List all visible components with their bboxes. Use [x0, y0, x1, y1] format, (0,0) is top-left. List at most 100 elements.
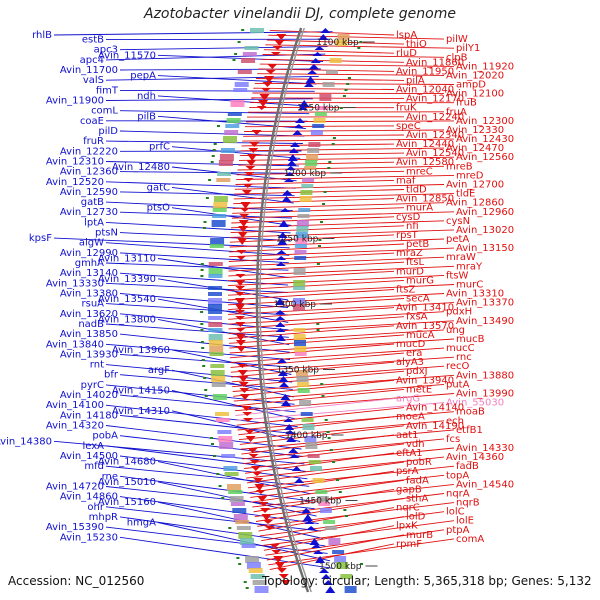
reverse-strand-feature	[308, 64, 319, 69]
category-block	[312, 124, 325, 128]
backbone-line	[259, 27, 312, 593]
track-dot	[211, 443, 214, 445]
connector-line	[239, 425, 405, 445]
connector-line	[246, 461, 405, 484]
category-block	[300, 190, 313, 195]
gene-label: argG	[396, 394, 420, 405]
connector-line	[229, 234, 395, 243]
scale-label: 1100 kbp	[316, 38, 359, 48]
connector-line	[105, 486, 315, 510]
track-dot	[336, 479, 339, 481]
reverse-strand-feature	[323, 580, 334, 585]
gene-label: eftA1	[396, 448, 423, 459]
connector-line	[229, 247, 455, 258]
category-block	[248, 568, 263, 573]
forward-strand-feature	[255, 490, 266, 494]
forward-strand-feature	[251, 130, 262, 135]
track-dot	[245, 587, 249, 589]
forward-strand-feature	[235, 334, 246, 341]
connector-line	[230, 229, 455, 238]
gene-label: Avin_14330	[456, 443, 514, 454]
category-block	[344, 586, 357, 593]
reverse-strand-feature	[294, 478, 305, 483]
reverse-strand-feature	[275, 298, 285, 305]
category-block	[250, 574, 265, 579]
forward-strand-feature	[260, 508, 270, 513]
connector-line	[231, 365, 445, 383]
category-block	[304, 166, 317, 170]
category-block	[209, 346, 224, 352]
gene-label: Avin_14360	[446, 452, 504, 463]
gene-label: mraY	[456, 261, 483, 272]
reverse-strand-feature	[277, 370, 288, 376]
reverse-strand-feature	[295, 118, 305, 123]
reverse-strand-feature	[310, 58, 321, 63]
category-block	[208, 328, 223, 332]
forward-strand-feature	[246, 160, 257, 166]
category-block	[209, 352, 224, 356]
connector-line	[240, 429, 455, 450]
connector-line	[238, 156, 455, 161]
forward-strand-feature	[252, 472, 262, 476]
reverse-strand-feature	[311, 544, 322, 548]
gene-label: ung	[446, 325, 465, 336]
connector-line	[232, 207, 405, 214]
connector-line	[228, 311, 445, 325]
gene-label: secA	[406, 294, 430, 305]
category-block	[307, 148, 320, 153]
track-dot	[332, 137, 336, 139]
scale-label: 1500 kbp	[319, 562, 362, 572]
category-block	[332, 550, 345, 554]
track-dot	[208, 179, 212, 181]
track-dot	[213, 143, 217, 145]
track-dot	[201, 347, 205, 349]
reverse-strand-feature	[282, 190, 293, 195]
category-block	[211, 376, 226, 382]
gene-label: Avin_13310	[446, 289, 504, 300]
reverse-strand-feature	[285, 166, 296, 170]
track-dot	[344, 89, 348, 91]
category-block	[336, 562, 349, 569]
reverse-strand-feature	[297, 106, 308, 110]
track-dot	[201, 359, 205, 361]
connector-line	[237, 411, 455, 431]
gene-label: Avin_11920	[456, 61, 514, 72]
track-dot	[200, 329, 204, 331]
category-block	[220, 148, 235, 153]
connector-line	[228, 320, 455, 335]
reverse-strand-feature	[278, 376, 289, 382]
gene-label: Avin_13390	[98, 274, 156, 285]
forward-strand-feature	[235, 292, 245, 296]
reverse-strand-feature	[293, 124, 304, 128]
track-dot	[329, 449, 333, 451]
connector-line	[233, 379, 395, 397]
gene-label: Avin_13410	[396, 303, 454, 314]
gene-label: mhpR	[89, 512, 118, 523]
category-block	[305, 160, 318, 166]
track-dot	[323, 191, 327, 193]
category-block	[208, 304, 222, 311]
track-dot	[200, 341, 204, 343]
gene-label: Avin_14380	[0, 436, 52, 447]
gene-label: Avin_15010	[98, 477, 156, 488]
category-block	[328, 538, 341, 545]
forward-strand-feature	[237, 370, 248, 376]
category-block	[293, 268, 306, 275]
gene-label: fruA	[446, 107, 467, 118]
track-dot	[343, 509, 347, 511]
gene-label: Avin_15160	[98, 497, 156, 508]
reverse-strand-feature	[312, 52, 323, 56]
gene-label: era	[406, 348, 422, 359]
category-block	[297, 382, 310, 387]
gene-label: argF	[148, 365, 170, 376]
gene-label: aat1	[396, 430, 419, 441]
gene-label: Avin_12100	[446, 89, 504, 100]
connector-line	[240, 147, 445, 152]
forward-strand-feature	[242, 412, 253, 416]
gene-label: Avin_13020	[456, 225, 514, 236]
category-block	[296, 220, 309, 227]
track-dot	[204, 389, 208, 391]
gene-label: Avin_14180	[60, 410, 118, 421]
category-block	[322, 82, 335, 87]
category-block	[337, 34, 350, 40]
